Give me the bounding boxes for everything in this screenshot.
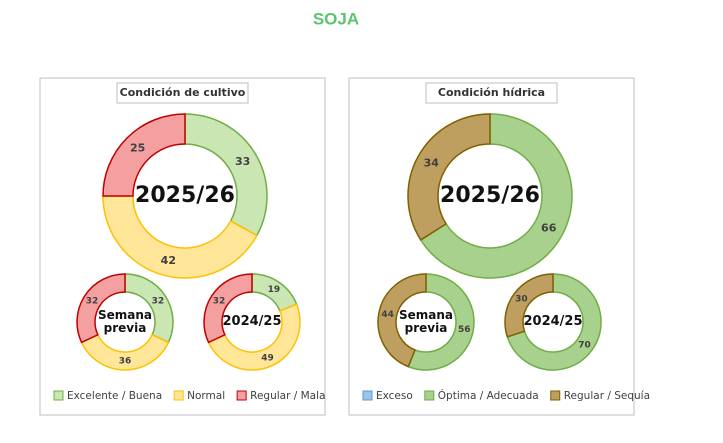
panel-title-box [116,82,249,104]
center-label: 2024/25 [222,313,282,329]
donut-segment [504,273,554,338]
legend-swatch [362,390,373,401]
center-label: 2024/25 [523,313,583,329]
data-label: 36 [119,357,132,367]
data-label: 66 [541,221,557,234]
data-label: 34 [424,157,440,170]
legend-swatch [173,390,184,401]
panel-title: Condición hídrica [438,86,545,99]
legend-label: Óptima / Adecuada [438,389,539,402]
donut-segment [419,113,573,279]
data-label: 32 [213,297,226,307]
center-label: 2025/26 [135,182,235,208]
data-label: 32 [86,297,99,307]
data-label: 44 [381,310,394,320]
center-label: 2025/26 [440,182,540,208]
donut-segment [377,273,427,368]
center-label-box: 2025/26 [440,182,540,208]
center-label-box: Semana previa [398,307,454,335]
legend-label: Regular / Sequía [564,390,650,402]
legend-label: Normal [187,390,225,402]
legend-swatch [550,390,561,401]
donut-segment [102,113,186,197]
legend-label: Exceso [376,390,413,402]
donut-segment [102,195,258,279]
donut-segment [407,113,491,241]
data-label: 49 [261,353,274,363]
data-label: 70 [578,340,591,350]
legend-swatch [236,390,247,401]
legend-label: Regular / Mala [250,390,325,402]
data-label: 30 [515,295,528,305]
donut-segment [203,273,253,344]
panel-title: Condición de cultivo [120,86,246,99]
page-title: SOJA [313,9,359,28]
data-label: 25 [130,142,145,155]
data-label: 19 [268,285,281,295]
donut-segment [207,303,301,371]
data-label: 32 [152,297,165,307]
donut-segment [506,273,602,371]
center-label: Semana previa [97,307,153,335]
center-label-box: Semana previa [97,307,153,335]
data-label: 33 [235,155,250,168]
donut-segment [184,113,268,237]
legend-label: Excelente / Buena [67,390,162,402]
donut-segment [407,273,475,371]
data-label: 42 [161,254,176,267]
center-label: Semana previa [398,307,454,335]
donut-segment [76,273,126,344]
legend-swatch [53,390,64,401]
panel-title-box [425,82,558,104]
center-label-box: 2024/25 [222,313,282,329]
center-label-box: 2024/25 [523,313,583,329]
center-label-box: 2025/26 [135,182,235,208]
legend-swatch [424,390,435,401]
data-label: 56 [458,325,471,335]
